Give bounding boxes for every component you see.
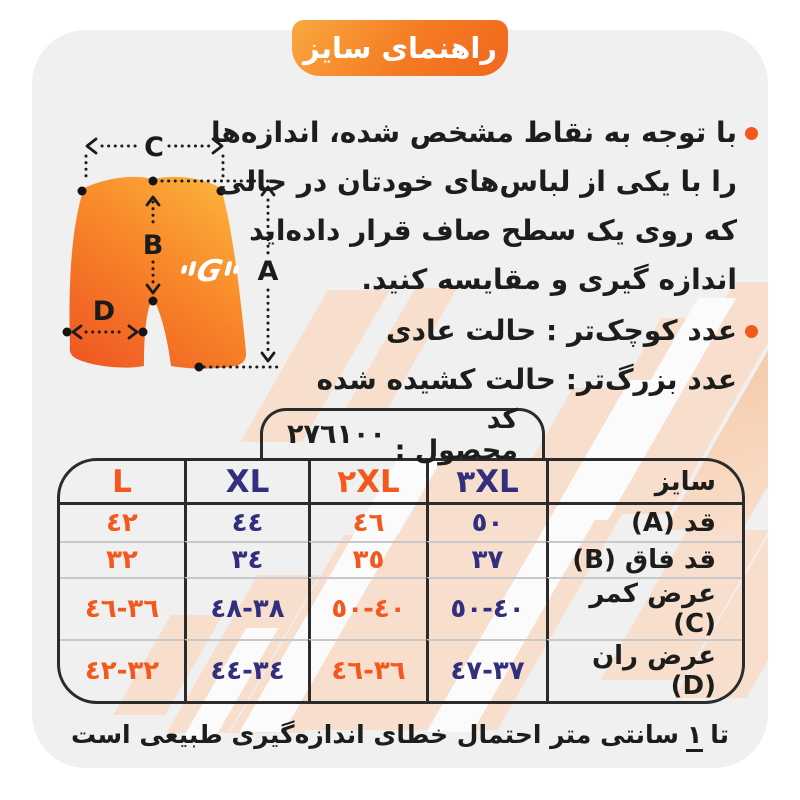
table-cell: ٣٥ [308,541,426,577]
product-code-label: کد محصول : [394,403,518,466]
product-code-badge: کد محصول : ٢٧٦١٠٠ [260,404,545,466]
table-cell: ٤٤ [184,505,308,541]
measure-label-b: B [143,230,164,261]
footer-suffix: سانتی متر احتمال خطای اندازه‌گیری طبیعی … [71,720,679,749]
shorts-measurement-diagram: G C B A [62,132,280,372]
shorts-shape [69,176,247,369]
instruction-line: اندازه گیری و مقایسه کنید. [361,263,737,296]
table-cell: ٣٤-٤٤ [184,639,308,701]
bullet-dot-icon [745,325,758,338]
measure-d: D [71,296,139,340]
bullet-dot-icon [745,127,758,140]
title-banner: راهنمای سایز [292,20,508,76]
table-cell: ٤٢ [106,508,138,538]
table-cell: ٥٠ [426,505,546,541]
table-header-l: L [60,461,184,505]
table-cell: ٣٨-٤٨ [184,577,308,639]
table-cell: ٣٦-٤٦ [308,639,426,701]
row-label-waist-c: عرض کمر (C) [546,577,742,639]
table-cell: ٣٤ [184,541,308,577]
table-cell: ٤٠-٥٠ [308,577,426,639]
footer-note: تا١سانتی متر احتمال خطای اندازه‌گیری طبی… [32,720,768,752]
table-header-xl: XL [184,461,308,505]
page-title: راهنمای سایز [303,31,497,65]
measure-a: A [160,179,280,369]
measure-label-c: C [144,132,164,163]
size-table: سایز ٣XL ٢XL XL L قد (A) ٥٠ ٤٦ ٤٤ ٤٢ قد … [57,458,745,704]
table-cell: ٤٦ [308,505,426,541]
footer-prefix: تا [710,720,729,749]
table-cell: ٣٧ [426,541,546,577]
instruction-line: که روی یک سطح صاف قرار داده‌اید [249,214,737,247]
footer-one-cm: ١ [685,720,704,752]
table-header-3xl: ٣XL [426,461,546,505]
table-header-size: سایز [546,461,742,505]
measure-label-d: D [93,296,115,327]
table-cell: ٣٦-٤٦ [60,577,184,639]
measure-b: B [143,195,164,295]
row-label-height-a: قد (A) [546,505,742,541]
instruction-bullet-1: با توجه به نقاط مشخص شده، اندازه‌ها را ب… [211,108,737,304]
table-cell: ٣٧-٤٧ [426,639,546,701]
product-code-value: ٢٧٦١٠٠ [287,419,386,450]
table-cell: ٣٢-٤٢ [60,639,184,701]
measure-c: C [84,132,225,182]
measure-label-a: A [258,256,279,287]
measure-dots [62,176,226,372]
table-cell: ٤٠-٥٠ [426,577,546,639]
instruction-line: با توجه به نقاط مشخص شده، اندازه‌ها [210,116,737,149]
instruction-line: عدد بزرگ‌تر: حالت کشیده شده [316,363,737,396]
row-label-thigh-d: عرض ران (D) [546,639,742,701]
size-guide-card: G C B A [32,30,768,768]
instruction-line: عدد کوچک‌تر : حالت عادی [386,314,737,347]
table-header-2xl: ٢XL [308,461,426,505]
table-cell: ٣٢ [60,541,184,577]
instruction-line: را با یکی از لباس‌های خودتان در حالی [217,165,737,198]
row-label-crotch-b: قد فاق (B) [546,541,742,577]
instruction-bullet-2: عدد کوچک‌تر : حالت عادی عدد بزرگ‌تر: حال… [316,306,737,404]
